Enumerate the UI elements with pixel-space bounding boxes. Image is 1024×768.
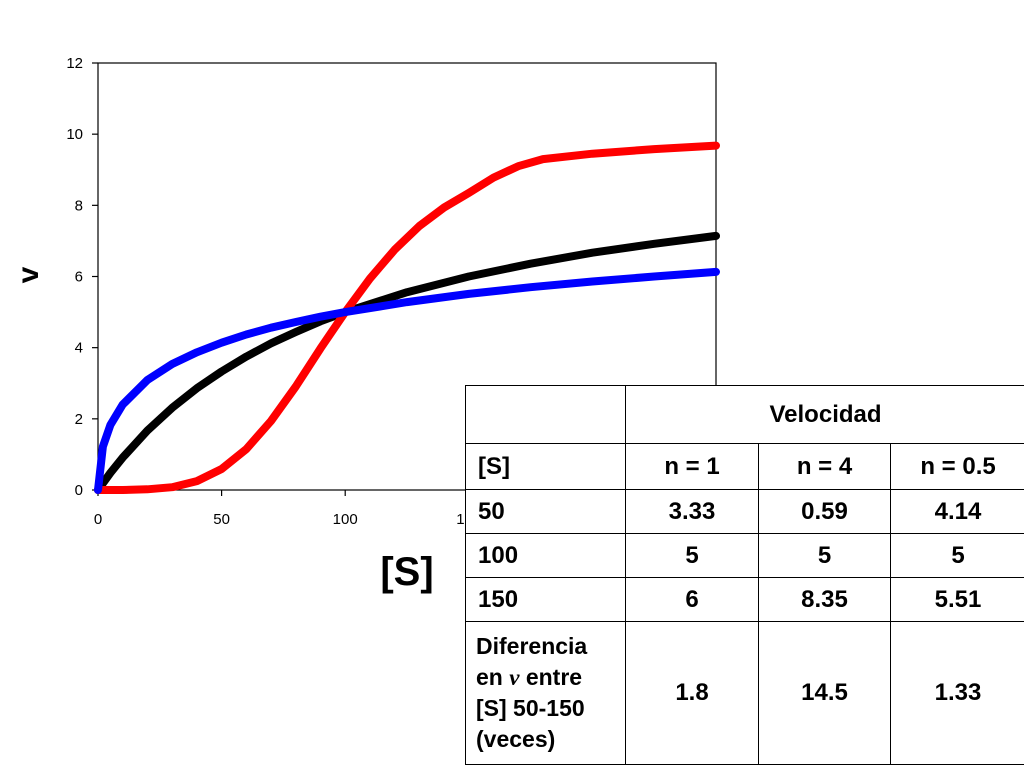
row-s-cell: 100 (465, 533, 626, 578)
y-tick-label: 10 (66, 126, 83, 143)
series-line-1 (94, 141, 720, 494)
col-n1-header: n = 1 (625, 443, 759, 490)
row-n4-cell: 8.35 (758, 577, 891, 622)
table-row: 150 6 8.35 5.51 (465, 577, 1024, 622)
row-s-cell: 50 (465, 489, 626, 534)
diff-n05-cell: 1.33 (889, 621, 1024, 765)
col-n4-header: n = 4 (758, 443, 891, 490)
y-tick-label: 6 (75, 269, 83, 286)
diff-label-line4: (veces) (476, 726, 556, 752)
series-line-0 (94, 231, 720, 494)
y-tick-label: 2 (75, 411, 83, 428)
y-axis-title: v (12, 266, 45, 283)
diff-label-en: en (476, 664, 503, 690)
row-n1-cell: 6 (625, 577, 759, 622)
row-s-cell: 150 (465, 577, 626, 622)
col-n05-header: n = 0.5 (889, 443, 1024, 490)
table-row: 100 5 5 5 (465, 533, 1024, 578)
y-tick-label: 4 (75, 340, 83, 357)
table-row: 50 3.33 0.59 4.14 (465, 489, 1024, 534)
row-n4-cell: 5 (758, 533, 891, 578)
x-tick-label: 50 (213, 511, 230, 528)
diff-n4-cell: 14.5 (758, 621, 891, 765)
series-lines (94, 141, 720, 494)
y-tick-label: 8 (75, 197, 83, 214)
row-n1-cell: 5 (625, 533, 759, 578)
col-s-header: [S] (465, 443, 626, 490)
x-tick-label: 0 (94, 511, 102, 528)
diff-label-v: v (509, 665, 520, 690)
diff-label-entre: entre (525, 664, 583, 690)
y-axis-ticks: 0 2 4 6 8 10 12 (66, 55, 98, 499)
table-corner-cell (465, 385, 626, 444)
velocity-table: Velocidad [S] n = 1 n = 4 n = 0.5 50 3.3… (465, 385, 1024, 765)
row-n4-cell: 0.59 (758, 489, 891, 534)
x-axis-title: [S] (380, 550, 433, 594)
row-n05-cell: 4.14 (889, 489, 1024, 534)
diff-label-line3: [S] 50-150 (476, 695, 585, 721)
row-n1-cell: 3.33 (625, 489, 759, 534)
table-header-row: Velocidad (465, 385, 1024, 444)
table-diff-row: Diferencia en v entre [S] 50-150 (veces)… (465, 621, 1024, 765)
row-n05-cell: 5.51 (889, 577, 1024, 622)
diff-n1-cell: 1.8 (625, 621, 759, 765)
table-subheader-row: [S] n = 1 n = 4 n = 0.5 (465, 443, 1024, 490)
y-tick-label: 12 (66, 55, 83, 72)
diff-label-line1: Diferencia (476, 633, 588, 659)
y-tick-label: 0 (75, 482, 83, 499)
series-line-2 (94, 267, 720, 494)
velocity-header: Velocidad (624, 385, 1024, 444)
row-n05-cell: 5 (889, 533, 1024, 578)
x-tick-label: 100 (333, 511, 358, 528)
diff-label-cell: Diferencia en v entre [S] 50-150 (veces) (465, 621, 626, 765)
